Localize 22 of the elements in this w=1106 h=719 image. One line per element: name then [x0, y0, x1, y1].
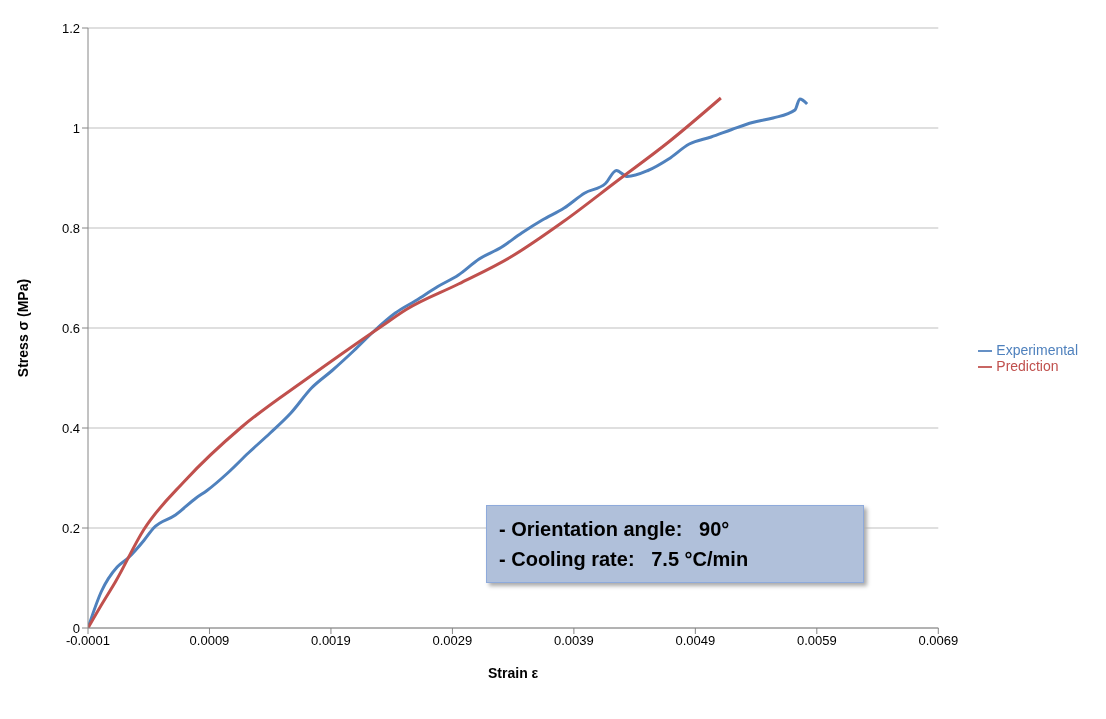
text-box: - Orientation angle: 90° - Cooling rate: 7.5 °C/min	[486, 505, 864, 583]
x-axis-title: Strain ε	[488, 665, 539, 681]
y-tick-label: 0.2	[61, 520, 80, 536]
x-tick-label: 0.0039	[554, 633, 594, 649]
annotation: - Orientation angle: 90°	[499, 517, 731, 542]
y-axis-title: Stress σ (MPa)	[14, 278, 31, 378]
y-tick-label: 1.2	[61, 20, 80, 36]
x-tick-label: 0.0029	[432, 633, 473, 649]
x-tick-label: 0.0009	[189, 633, 230, 649]
y-tick-label: 0	[72, 620, 80, 636]
x-tick-label: 0.0019	[311, 633, 351, 649]
legend-label: Experimental	[996, 341, 1078, 358]
x-tick-label: 0.0049	[675, 633, 716, 649]
y-tick-label: 0.6	[61, 320, 80, 336]
annotation: - Cooling rate: 7.5 °C/min	[499, 547, 750, 572]
x-tick-label: 0.0059	[796, 633, 837, 649]
y-tick-label: 0.4	[61, 420, 80, 436]
legend-label: Prediction	[996, 358, 1059, 374]
x-tick-label: 0.0069	[918, 633, 959, 649]
y-tick-label: 0.8	[61, 220, 80, 236]
x-tick-label: -0.0001	[65, 633, 111, 649]
y-tick-label: 1	[72, 120, 80, 136]
